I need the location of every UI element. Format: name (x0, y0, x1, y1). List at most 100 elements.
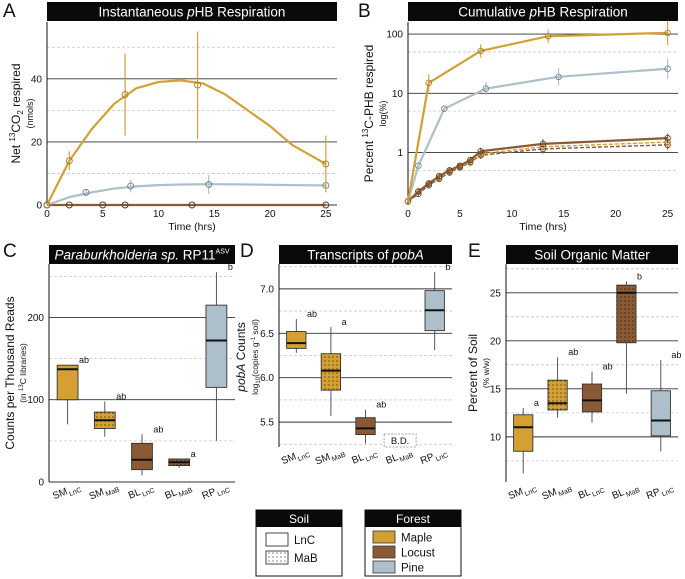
xtick-a: 15 (209, 209, 221, 220)
xtick-d: BLMaB (384, 446, 415, 469)
title-c: Paraburkholderia sp. RP11ASV (54, 248, 229, 263)
box-pine-lnc (205, 304, 228, 388)
ytick-d: 6.5 (260, 329, 274, 340)
ytick-e: 10 (490, 432, 502, 443)
legend-forest-header (365, 510, 461, 527)
xtick-b: 10 (506, 209, 518, 220)
legend-swatch-lnc (265, 532, 289, 547)
ytick-d: 6.0 (260, 373, 274, 384)
xtick-d: SMMaB (314, 446, 347, 470)
box-pattern (321, 353, 341, 391)
ytick-d: 7.0 (260, 284, 274, 295)
ytick-a: 40 (31, 74, 43, 85)
series-line-maple (46, 79, 327, 206)
title-b: Cumulative pHB Respiration (458, 5, 628, 20)
xtick-b: 15 (558, 209, 570, 220)
point-locust (456, 162, 464, 169)
point-pine (415, 162, 422, 169)
legend-swatch-maple (372, 530, 396, 544)
xtick-c: RPLnC (201, 481, 232, 503)
ylabel-a: Net 13CO2 respired (8, 63, 25, 163)
panel-letter-A: A (3, 1, 16, 22)
point-pine (441, 105, 448, 112)
point-maple (664, 29, 671, 37)
point-locust (425, 180, 432, 187)
legend-soil-header (256, 510, 342, 527)
ytick-c: 0 (38, 478, 44, 489)
significance-letter: b (637, 271, 642, 281)
ylabel-d: pobA Counts (234, 322, 248, 392)
significance-letter: a (342, 317, 347, 327)
point-locust (664, 134, 671, 142)
title-e-bg (506, 245, 678, 264)
point-maple (425, 79, 432, 87)
ytick-c: 100 (27, 395, 44, 406)
series-line-pine-lnc (406, 67, 668, 202)
xlabel-a: Time (hrs) (168, 221, 215, 233)
significance-letter: ab (568, 347, 578, 357)
significance-letter: a (534, 398, 539, 408)
point-locust (322, 201, 330, 209)
ytick-e: 25 (490, 288, 502, 299)
ytick-c: 200 (27, 313, 44, 324)
significance-letter: ab (603, 362, 613, 372)
title-b-bg (408, 2, 678, 21)
xtick-e: SMMaB (541, 481, 574, 505)
legend-forest-locust: Locust (401, 548, 436, 560)
legend-soil-lnc: LnC (294, 535, 315, 547)
point-locust (188, 201, 196, 209)
xtick-e: RPLnC (645, 481, 676, 503)
box-maple-lnc (286, 331, 307, 349)
point-pine (205, 181, 213, 188)
xtick-e: BLMaB (611, 481, 642, 504)
bd-box (383, 433, 417, 448)
ytick-e: 20 (490, 336, 502, 347)
point-maple (43, 201, 51, 209)
legend-soil-title: Soil (289, 512, 309, 526)
ytick-d: 5.5 (260, 418, 274, 429)
xlabel-b: Time (hrs) (519, 221, 566, 233)
point-locust (435, 172, 443, 180)
title-e: Soil Organic Matter (534, 248, 650, 263)
point-pine (482, 85, 490, 92)
title-a: Instantaneous pHB Respiration (99, 5, 286, 20)
box-maple-lnc (56, 364, 79, 401)
xtick-a: 10 (153, 209, 165, 220)
ylabel-units-e: (% w/w) (481, 358, 491, 388)
box-pattern (616, 285, 637, 343)
xtick-a: 5 (100, 209, 106, 220)
point-maple (477, 47, 484, 55)
ytick-b: 1 (397, 148, 403, 159)
legend-soil-mab: MaB (294, 553, 318, 565)
point-maple (194, 81, 202, 89)
bd-label: B.D. (391, 436, 409, 447)
title-c-bg (49, 245, 235, 264)
legend-swatch-pine (372, 560, 396, 574)
box-locust-lnc (131, 442, 153, 471)
ylabel-units-a: (nmols) (25, 98, 35, 128)
xtick-a: 20 (265, 209, 277, 220)
legend-forest-pine: Pine (401, 563, 424, 575)
significance-letter: ab (671, 350, 681, 360)
box-maple-lnc (513, 414, 534, 452)
box-locust-lnc (355, 417, 376, 436)
point-locust (539, 140, 547, 148)
significance-letter: a (191, 449, 196, 459)
ytick-e: 15 (490, 384, 502, 395)
xtick-d: RPLnC (419, 446, 450, 468)
point-maple (544, 33, 552, 40)
xtick-b: 5 (457, 209, 463, 220)
xtick-a: 25 (320, 209, 332, 220)
point-locust (415, 188, 422, 195)
panel-letter-C: C (3, 241, 17, 262)
significance-letter: ab (376, 400, 386, 410)
xtick-d: BLLnC (350, 447, 379, 469)
series-line-pine (46, 183, 326, 207)
ytick-b: 100 (386, 30, 403, 41)
box-pattern (547, 380, 568, 410)
ytick-b: 10 (392, 89, 404, 100)
point-pine (82, 188, 90, 196)
ytick-a: 20 (31, 137, 43, 148)
point-pine (555, 73, 562, 81)
